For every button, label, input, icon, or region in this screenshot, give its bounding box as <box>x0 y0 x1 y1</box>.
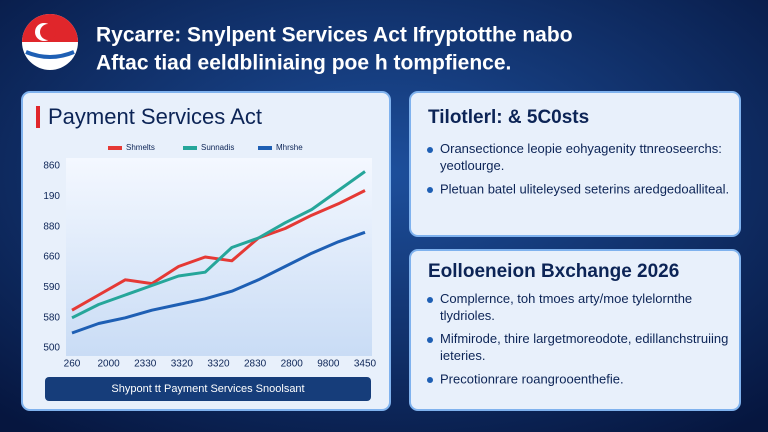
panel-title: Payment Services Act <box>48 104 262 129</box>
legend-label: Mhrshe <box>276 143 303 152</box>
y-axis-label: 190 <box>43 191 60 202</box>
series-line <box>71 170 366 320</box>
x-axis-label: 2830 <box>244 359 267 370</box>
x-axis-label: 2000 <box>98 359 121 370</box>
y-axis-label: 590 <box>43 282 60 293</box>
bullet-text: Complernce, toh tmoes arty/moe tylelornt… <box>440 291 692 323</box>
y-axis-label: 660 <box>43 252 60 263</box>
bullet-dot <box>427 377 433 383</box>
x-axis-label: 2800 <box>281 359 304 370</box>
legend-swatch <box>108 146 122 150</box>
caption: Shypont tt Payment Services Snoolsant <box>111 383 304 395</box>
flag-icon <box>22 14 78 70</box>
x-axis-label: 260 <box>64 359 81 370</box>
bullet-text: Pletuan batel uliteleysed seterins aredg… <box>440 181 729 196</box>
panel-title: Eolloeneion Bxchange 2026 <box>428 261 679 282</box>
right-top-panel <box>409 91 741 237</box>
bullet-text: Precotionrare roangrooenthefie. <box>440 371 624 386</box>
x-axis-label: 3450 <box>354 359 377 370</box>
legend-swatch <box>258 146 272 150</box>
series-line <box>71 230 366 335</box>
bullet-text: Mifmirode, thire largetmoreodote, edilla… <box>440 331 728 363</box>
x-axis-label: 3320 <box>171 359 194 370</box>
y-axis-label: 880 <box>43 221 60 232</box>
bullet-dot <box>427 337 433 343</box>
bullet-dot <box>427 297 433 303</box>
caption-bar <box>45 377 371 401</box>
x-axis-label: 3320 <box>207 359 230 370</box>
bullet-dot <box>427 187 433 193</box>
x-axis-label: 9800 <box>317 359 340 370</box>
bullet-dot <box>427 147 433 153</box>
legend-label: Shmelts <box>126 143 155 152</box>
bullet-text: Oransectionce leopie eohyagenity ttnreos… <box>440 141 722 173</box>
y-axis-label: 500 <box>43 343 60 354</box>
plot-area <box>66 158 372 356</box>
y-axis-label: 580 <box>43 312 60 323</box>
y-axis-label: 860 <box>43 161 60 172</box>
legend-label: Sunnadis <box>201 143 234 152</box>
panel-title: Tilotlerl: & 5C0sts <box>428 107 589 128</box>
right-bottom-panel <box>409 249 741 411</box>
legend-swatch <box>183 146 197 150</box>
header-title: Aftac tiad eeldbliniaing poe h tompfienc… <box>96 52 511 75</box>
x-axis-label: 2330 <box>134 359 157 370</box>
title-accent <box>36 106 40 128</box>
header-title: Rycarre: Snylpent Services Act Ifryptott… <box>96 24 573 47</box>
